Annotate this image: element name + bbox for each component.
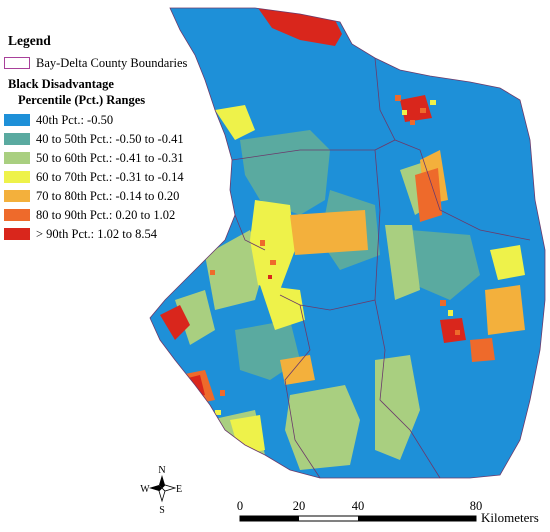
scale-bar — [239, 515, 477, 522]
county-boundaries — [149, 7, 546, 479]
tract-patch — [205, 230, 265, 310]
legend-class-row: 60 to 70th Pct.: -0.31 to -0.14 — [4, 168, 214, 187]
legend-classes: 40th Pct.: -0.50 40 to 50th Pct.: -0.50 … — [4, 111, 214, 244]
tract-patch — [280, 355, 315, 385]
scale-tick-80: 80 — [470, 499, 483, 513]
tract-patch — [160, 305, 190, 340]
class-swatch — [4, 133, 30, 145]
tract-patch — [285, 385, 360, 470]
tract-patch — [175, 290, 215, 345]
tract-patch — [410, 230, 480, 300]
scale-ticks: 0 20 40 80 Kilometers — [237, 499, 539, 525]
legend-heading: Black Disadvantage — [8, 76, 114, 91]
class-swatch — [4, 171, 30, 183]
legend-title: Legend — [8, 33, 51, 48]
legend-subheading: Percentile (Pct.) Ranges — [18, 93, 146, 107]
legend: Legend Bay-Delta County Boundaries Black… — [4, 34, 214, 244]
class-label: 50 to 60th Pct.: -0.41 to -0.31 — [36, 150, 184, 165]
tract-patch — [250, 200, 295, 290]
tract-patches — [160, 8, 525, 470]
north-label: N — [158, 465, 165, 476]
legend-class-row: 40 to 50th Pct.: -0.50 to -0.41 — [4, 130, 214, 149]
boundary-swatch — [4, 57, 30, 69]
east-label: E — [176, 484, 182, 495]
class-label: 60 to 70th Pct.: -0.31 to -0.14 — [36, 169, 184, 184]
tract-patch — [230, 415, 265, 455]
south-label: S — [159, 505, 165, 516]
class-swatch — [4, 190, 30, 202]
tract-patch — [400, 95, 432, 122]
class-label: 40th Pct.: -0.50 — [36, 112, 114, 127]
legend-class-row: 80 to 90th Pct.: 0.20 to 1.02 — [4, 206, 214, 225]
class-swatch — [4, 114, 30, 126]
class-swatch — [4, 209, 30, 221]
north-arrow: N S E W — [140, 465, 182, 516]
legend-class-row: 40th Pct.: -0.50 — [4, 111, 214, 130]
legend-boundary-row: Bay-Delta County Boundaries — [4, 54, 214, 73]
class-label: 40 to 50th Pct.: -0.50 to -0.41 — [36, 131, 184, 146]
county-boundary — [374, 139, 531, 241]
west-label: W — [140, 484, 150, 495]
class-label: 70 to 80th Pct.: -0.14 to 0.20 — [36, 188, 180, 203]
tract-patch — [215, 105, 255, 140]
tract-patch — [415, 168, 442, 222]
tract-patch — [240, 130, 330, 215]
legend-class-row: 50 to 60th Pct.: -0.41 to -0.31 — [4, 149, 214, 168]
county-boundary — [284, 304, 321, 479]
tract-patch — [375, 355, 420, 460]
county-boundary — [231, 149, 381, 311]
county-boundary — [374, 299, 441, 479]
scale-tick-40: 40 — [352, 499, 365, 513]
boundary-label: Bay-Delta County Boundaries — [36, 55, 188, 70]
scale-tick-20: 20 — [293, 499, 306, 513]
county-boundary — [234, 214, 266, 251]
legend-class-row: > 90th Pct.: 1.02 to 8.54 — [4, 225, 214, 244]
tract-patch — [290, 210, 368, 255]
class-label: > 90th Pct.: 1.02 to 8.54 — [36, 226, 157, 241]
tract-patch — [440, 318, 466, 343]
tract-patch — [485, 285, 525, 335]
class-swatch — [4, 228, 30, 240]
class-swatch — [4, 152, 30, 164]
scale-unit: Kilometers — [481, 510, 539, 525]
tract-patch — [260, 285, 305, 330]
county-boundary — [374, 57, 396, 141]
tract-patch — [470, 338, 495, 362]
class-label: 80 to 90th Pct.: 0.20 to 1.02 — [36, 207, 176, 222]
tract-patch — [385, 225, 420, 300]
legend-class-row: 70 to 80th Pct.: -0.14 to 0.20 — [4, 187, 214, 206]
tract-patch — [490, 245, 525, 280]
scale-tick-0: 0 — [237, 499, 243, 513]
